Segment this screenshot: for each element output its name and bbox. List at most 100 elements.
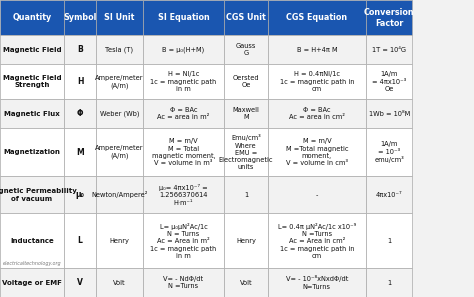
- Text: 1: 1: [387, 238, 391, 244]
- Text: Gauss
G: Gauss G: [236, 43, 256, 56]
- Text: Volt: Volt: [240, 279, 252, 286]
- Bar: [268, 128, 366, 176]
- Text: Magnetization: Magnetization: [4, 149, 60, 155]
- Text: SI Unit: SI Unit: [104, 13, 135, 22]
- Bar: [64, 64, 96, 99]
- Text: Henry: Henry: [109, 238, 129, 244]
- Bar: [143, 35, 224, 64]
- Bar: [64, 268, 96, 297]
- Text: B: B: [77, 45, 83, 54]
- Bar: [143, 0, 224, 35]
- Text: Magnetic Flux: Magnetic Flux: [4, 111, 60, 117]
- Text: 4πx10⁻⁷: 4πx10⁻⁷: [376, 192, 402, 198]
- Bar: [143, 268, 224, 297]
- Text: 1A/m
= 10⁻³
emu/cm³: 1A/m = 10⁻³ emu/cm³: [374, 141, 404, 163]
- Bar: [96, 0, 143, 35]
- Bar: [96, 128, 143, 176]
- Text: Φ = BAc
Ac = area in cm²: Φ = BAc Ac = area in cm²: [289, 107, 345, 120]
- Text: CGS Unit: CGS Unit: [226, 13, 266, 22]
- Text: Quantity: Quantity: [12, 13, 52, 22]
- Bar: [96, 176, 143, 213]
- Text: Weber (Wb): Weber (Wb): [100, 110, 139, 117]
- Bar: [96, 213, 143, 268]
- Text: 1A/m
= 4πx10⁻³
Oe: 1A/m = 4πx10⁻³ Oe: [372, 72, 406, 92]
- Text: V= - NdΦ/dt
N =Turns: V= - NdΦ/dt N =Turns: [164, 276, 203, 289]
- Bar: [366, 213, 412, 268]
- Text: B = μ₀(H+M): B = μ₀(H+M): [162, 46, 205, 53]
- Text: Newton/Ampere²: Newton/Ampere²: [91, 191, 148, 198]
- Bar: [366, 99, 412, 128]
- Bar: [0, 128, 64, 176]
- Text: -: -: [316, 192, 318, 198]
- Bar: [96, 35, 143, 64]
- Bar: [366, 35, 412, 64]
- Text: Φ: Φ: [77, 109, 83, 118]
- Bar: [224, 64, 268, 99]
- Text: electricaltechnology.org: electricaltechnology.org: [2, 261, 61, 266]
- Bar: [64, 176, 96, 213]
- Text: Φ = BAc
Ac = area in m²: Φ = BAc Ac = area in m²: [157, 107, 210, 120]
- Bar: [224, 99, 268, 128]
- Text: Oersted
Oe: Oersted Oe: [233, 75, 259, 88]
- Text: Maxwell
M: Maxwell M: [233, 107, 259, 120]
- Text: 1T = 10⁴G: 1T = 10⁴G: [372, 47, 406, 53]
- Bar: [0, 35, 64, 64]
- Text: H = NI/1c
1c = magnetic path
in m: H = NI/1c 1c = magnetic path in m: [150, 72, 217, 92]
- Bar: [366, 64, 412, 99]
- Text: Magnetic Field
Strength: Magnetic Field Strength: [3, 75, 61, 88]
- Text: μ₀: μ₀: [76, 190, 84, 199]
- Bar: [143, 176, 224, 213]
- Bar: [0, 0, 64, 35]
- Bar: [143, 99, 224, 128]
- Text: V= - 10⁻⁸xNxdΦ/dt
N=Turns: V= - 10⁻⁸xNxdΦ/dt N=Turns: [286, 276, 348, 290]
- Bar: [64, 0, 96, 35]
- Bar: [64, 99, 96, 128]
- Bar: [0, 99, 64, 128]
- Text: V: V: [77, 278, 83, 287]
- Bar: [64, 213, 96, 268]
- Bar: [143, 128, 224, 176]
- Text: H: H: [77, 77, 83, 86]
- Bar: [0, 64, 64, 99]
- Text: M = m/V
M = Total
magnetic moment,
V = volume in m³: M = m/V M = Total magnetic moment, V = v…: [152, 138, 215, 166]
- Text: μ₀= 4πx10⁻⁷ =
1.2566370614
H·m⁻¹: μ₀= 4πx10⁻⁷ = 1.2566370614 H·m⁻¹: [159, 184, 208, 206]
- Text: B = H+4π M: B = H+4π M: [297, 47, 337, 53]
- Bar: [268, 64, 366, 99]
- Bar: [143, 213, 224, 268]
- Text: Ampere/meter
(A/m): Ampere/meter (A/m): [95, 75, 144, 89]
- Text: CGS Equation: CGS Equation: [286, 13, 347, 22]
- Text: L= 0.4π μN²Ac/1c x10⁻⁹
N =Turns
Ac = Area in cm²
1c = magnetic path in
cm: L= 0.4π μN²Ac/1c x10⁻⁹ N =Turns Ac = Are…: [278, 223, 356, 259]
- Text: 1: 1: [387, 279, 391, 286]
- Text: M: M: [76, 148, 84, 157]
- Bar: [224, 213, 268, 268]
- Bar: [366, 268, 412, 297]
- Text: Henry: Henry: [236, 238, 256, 244]
- Bar: [0, 213, 64, 268]
- Text: Ampere/meter
(A/m): Ampere/meter (A/m): [95, 146, 144, 159]
- Text: M = m/V
M =Total magnetic
moment,
V = volume in cm³: M = m/V M =Total magnetic moment, V = vo…: [286, 138, 348, 166]
- Text: Tesla (T): Tesla (T): [105, 46, 134, 53]
- Bar: [268, 213, 366, 268]
- Bar: [224, 128, 268, 176]
- Text: Magnetic Permeability
of vacuum: Magnetic Permeability of vacuum: [0, 188, 77, 202]
- Bar: [96, 268, 143, 297]
- Text: Magnetic Field: Magnetic Field: [3, 47, 61, 53]
- Text: H = 0.4πNI/1c
1c = magnetic path in
cm: H = 0.4πNI/1c 1c = magnetic path in cm: [280, 72, 354, 92]
- Bar: [0, 268, 64, 297]
- Bar: [366, 176, 412, 213]
- Text: L: L: [78, 236, 82, 245]
- Bar: [366, 128, 412, 176]
- Bar: [224, 176, 268, 213]
- Bar: [64, 35, 96, 64]
- Bar: [268, 268, 366, 297]
- Text: Emu/cm³
Where
EMU =
Electromagnetic
units: Emu/cm³ Where EMU = Electromagnetic unit…: [219, 134, 273, 170]
- Text: 1: 1: [244, 192, 248, 198]
- Text: Volt: Volt: [113, 279, 126, 286]
- Bar: [64, 128, 96, 176]
- Text: L= μ₀μN²Ac/1c
N = Turns
Ac = Area in m²
1c = magnetic path
in m: L= μ₀μN²Ac/1c N = Turns Ac = Area in m² …: [150, 223, 217, 259]
- Bar: [96, 64, 143, 99]
- Bar: [224, 268, 268, 297]
- Bar: [268, 176, 366, 213]
- Bar: [224, 35, 268, 64]
- Text: Symbol: Symbol: [64, 13, 97, 22]
